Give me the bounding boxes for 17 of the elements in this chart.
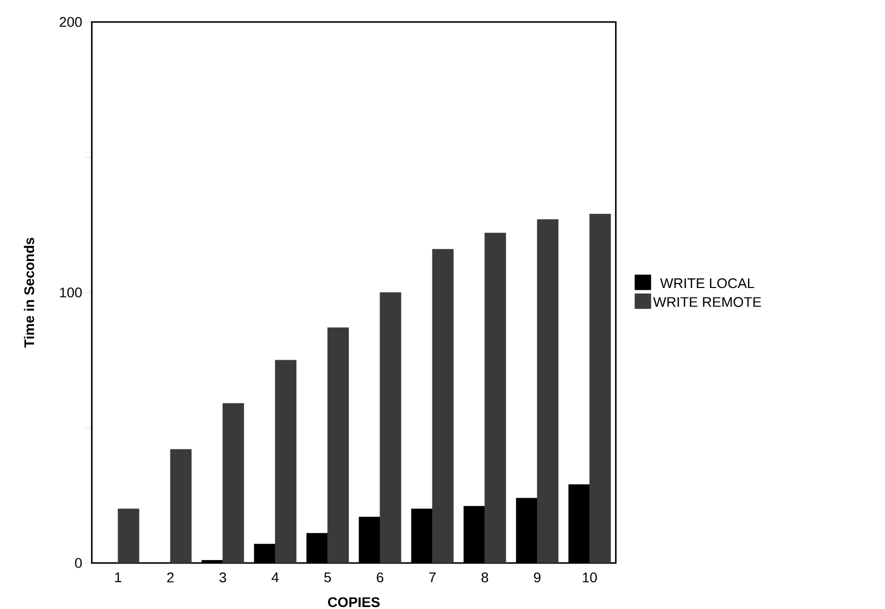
x-tick-label: 10 [582, 572, 597, 582]
x-tick-label: 6 [376, 572, 384, 582]
x-axis-title: COPIES [328, 597, 380, 608]
x-tick-label: 7 [429, 572, 436, 582]
x-tick-label: 5 [324, 572, 331, 582]
y-tick-label: 200 [60, 17, 82, 27]
x-tick-label: 1 [115, 572, 122, 582]
legend-label: WRITE REMOTE [653, 297, 761, 307]
x-tick-label: 8 [482, 572, 488, 582]
x-tick-label: 2 [167, 572, 174, 582]
x-tick-label: 4 [272, 572, 279, 582]
x-tick-label: 9 [534, 572, 540, 582]
y-axis-title: Time in Seconds [24, 238, 34, 348]
x-tick-label: 3 [219, 572, 226, 582]
y-tick-label: 0 [75, 558, 82, 568]
y-tick-label: 100 [60, 288, 82, 298]
legend-label: WRITE LOCAL [660, 278, 754, 288]
